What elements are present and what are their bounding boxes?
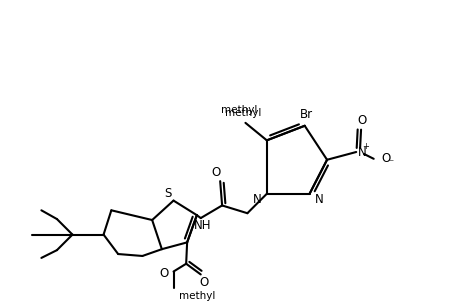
Text: methyl: methyl — [225, 108, 261, 118]
Text: +: + — [362, 142, 368, 151]
Text: ⁻: ⁻ — [388, 159, 393, 169]
Text: Br: Br — [299, 108, 313, 120]
Text: N: N — [357, 146, 366, 159]
Text: O: O — [198, 276, 208, 289]
Text: methyl: methyl — [179, 291, 215, 301]
Text: N: N — [253, 193, 262, 206]
Text: O: O — [381, 152, 390, 165]
Text: O: O — [159, 267, 168, 280]
Text: O: O — [211, 166, 221, 179]
Text: O: O — [357, 114, 366, 127]
Text: N: N — [314, 193, 322, 206]
Text: methyl: methyl — [221, 105, 257, 115]
Text: NH: NH — [193, 219, 211, 232]
Text: S: S — [164, 187, 171, 200]
